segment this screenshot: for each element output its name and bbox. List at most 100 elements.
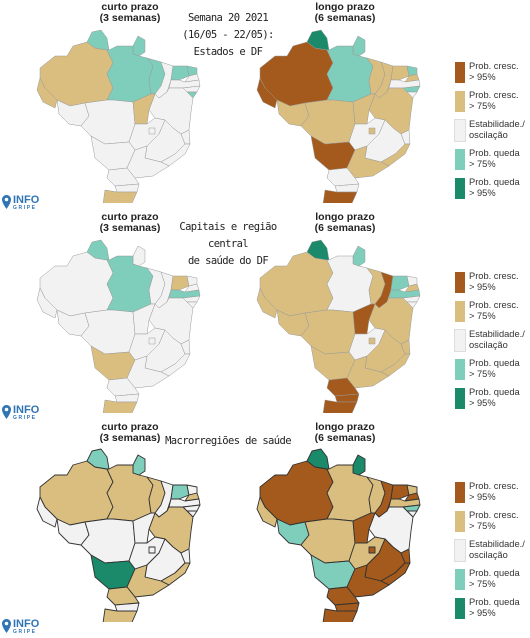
legend-item: Estabilidade./oscilação (454, 538, 530, 567)
legend-item: Prob. queda > 75% (455, 147, 530, 176)
region-rs (102, 608, 138, 622)
map-pin-icon (2, 619, 11, 633)
infogripe-logo-2: INFO GRIPE (2, 405, 39, 421)
legend-label-line2: oscilação (469, 130, 508, 140)
legend-item: Estabilidade./oscilação (454, 118, 530, 147)
region-pa (326, 45, 374, 103)
region-rr (306, 29, 330, 51)
region-ac (36, 77, 58, 109)
region-pa (106, 45, 154, 103)
legend-item: Estabilidade./oscilação (454, 328, 530, 357)
legend-label-line2: > 95% (469, 72, 496, 82)
region-sp (126, 355, 170, 389)
region-ce (390, 275, 410, 291)
legend-swatch (455, 598, 465, 619)
legend-label-line2: > 95% (469, 398, 496, 408)
region-ac (256, 287, 278, 319)
legend-label: Estabilidade./oscilação (469, 329, 525, 351)
legend-label: Prob. cresc. > 95% (469, 61, 519, 83)
legend-label-line1: Prob. queda (469, 358, 520, 368)
legend-label-line1: Prob. cresc. (469, 300, 519, 310)
region-sp (126, 564, 170, 598)
map-capitals-long-term (256, 239, 421, 413)
legend-item: Prob. cresc. > 75% (455, 89, 530, 118)
map-macroregions-long-term (256, 448, 421, 622)
region-ac (36, 496, 58, 528)
logo-main: INFO (13, 404, 40, 416)
header-short-term-2: curto prazo (3 semanas) (99, 211, 161, 234)
legend-2: Prob. cresc. > 95% Prob. cresc. > 75% Estabi… (454, 270, 530, 415)
legend-label-line2: > 75% (469, 101, 496, 111)
map-macroregions-short-term (36, 448, 201, 622)
legend-item: Prob. queda > 95% (455, 176, 530, 205)
header-short-term-3: curto prazo (3 semanas) (99, 421, 161, 444)
region-ap (352, 245, 366, 267)
legend-item: Prob. queda > 95% (455, 386, 530, 415)
legend-label: Prob. queda > 75% (469, 358, 520, 380)
legend-item: Prob. queda > 75% (455, 567, 530, 596)
legend-swatch (455, 178, 465, 199)
region-ac (36, 287, 58, 319)
infogripe-logo-1: INFO GRIPE (2, 195, 39, 211)
legend-label-line1: Prob. queda (469, 387, 520, 397)
region-df (148, 127, 156, 135)
legend-swatch (455, 359, 465, 380)
region-sp (346, 564, 390, 598)
legend-label-line2: > 75% (469, 369, 496, 379)
legend-label-line1: Prob. cresc. (469, 61, 519, 71)
legend-swatch (455, 272, 465, 293)
legend-label: Prob. queda > 95% (469, 177, 520, 199)
region-mt (300, 309, 356, 355)
legend-label-line1: Prob. queda (469, 148, 520, 158)
legend-label-line2: > 75% (469, 159, 496, 169)
legend-label-line2: > 95% (469, 282, 496, 292)
legend-label-line1: Prob. cresc. (469, 271, 519, 281)
region-pa (326, 464, 374, 522)
map-pin-icon (2, 195, 11, 209)
logo-main: INFO (13, 618, 40, 630)
region-mt (80, 309, 136, 355)
region-mt (80, 99, 136, 145)
logo-main: INFO (13, 194, 40, 206)
legend-label-line1: Estabilidade./ (469, 329, 525, 339)
map-capitals-short-term (36, 239, 201, 413)
region-sp (126, 145, 170, 179)
logo-sub: GRIPE (13, 205, 37, 211)
region-rr (86, 448, 110, 470)
legend-swatch (455, 388, 465, 409)
legend-label-line2: oscilação (469, 340, 508, 350)
region-df (368, 127, 376, 135)
region-ap (132, 35, 146, 57)
section-title-capitals: Capitais e região central de saúde do DF (179, 221, 277, 267)
logo-sub: GRIPE (13, 415, 37, 421)
region-ce (170, 484, 190, 500)
region-pa (106, 464, 154, 522)
legend-label: Prob. queda > 95% (469, 387, 520, 409)
legend-label-line2: > 95% (469, 188, 496, 198)
region-sp (346, 145, 390, 179)
region-pa (326, 255, 374, 313)
region-rr (86, 29, 110, 51)
legend-label-line1: Prob. cresc. (469, 510, 519, 520)
legend-swatch (454, 329, 466, 352)
legend-label: Estabilidade./oscilação (469, 119, 525, 141)
legend-label-line1: Prob. queda (469, 597, 520, 607)
infogripe-logo-3: INFO GRIPE (2, 619, 39, 635)
legend-swatch (454, 119, 466, 142)
region-ac (256, 77, 278, 109)
legend-item: Prob. cresc. > 95% (455, 60, 530, 89)
legend-item: Prob. queda > 95% (455, 596, 530, 625)
header-long-term-1: longo prazo (6 semanas) (314, 1, 376, 24)
legend-item: Prob. cresc. > 95% (455, 270, 530, 299)
legend-label: Prob. cresc. > 75% (469, 510, 519, 532)
legend-label: Prob. cresc. > 75% (469, 300, 519, 322)
region-rr (86, 239, 110, 261)
header-short-term-1: curto prazo (3 semanas) (99, 1, 161, 24)
region-df (148, 546, 156, 554)
map-states-short-term (36, 29, 201, 203)
region-df (368, 337, 376, 345)
legend-label-line1: Prob. queda (469, 177, 520, 187)
legend-label-line1: Prob. cresc. (469, 90, 519, 100)
legend-1: Prob. cresc. > 95% Prob. cresc. > 75% Estabi… (454, 60, 530, 205)
region-df (148, 337, 156, 345)
